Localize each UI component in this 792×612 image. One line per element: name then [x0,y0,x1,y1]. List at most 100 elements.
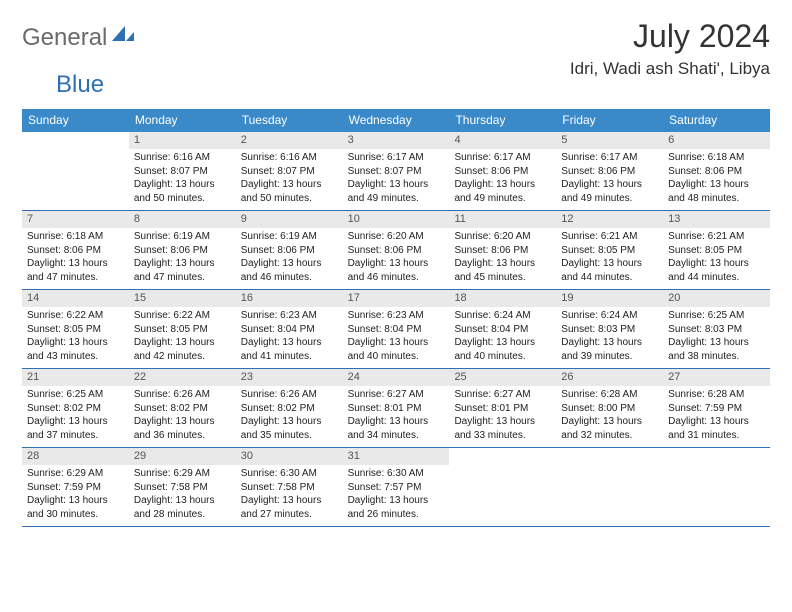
day-line: Sunrise: 6:27 AM [348,388,445,402]
day-line: Sunset: 7:59 PM [27,481,124,495]
day-line: Daylight: 13 hours [134,178,231,192]
day-line: Daylight: 13 hours [348,257,445,271]
day-number: 19 [556,290,663,307]
day-body: Sunrise: 6:18 AMSunset: 8:06 PMDaylight:… [663,149,770,209]
day-body: Sunrise: 6:21 AMSunset: 8:05 PMDaylight:… [663,228,770,288]
calendar-grid: SundayMondayTuesdayWednesdayThursdayFrid… [22,109,770,527]
day-line: Sunset: 8:02 PM [241,402,338,416]
day-body: Sunrise: 6:23 AMSunset: 8:04 PMDaylight:… [343,307,450,367]
day-line: Sunrise: 6:25 AM [27,388,124,402]
day-line: Daylight: 13 hours [27,257,124,271]
day-number [663,448,770,465]
day-number: 15 [129,290,236,307]
day-number: 12 [556,211,663,228]
day-line: Sunrise: 6:29 AM [27,467,124,481]
day-line: Sunrise: 6:28 AM [668,388,765,402]
day-line: Sunset: 8:06 PM [27,244,124,258]
day-body: Sunrise: 6:17 AMSunset: 8:06 PMDaylight:… [556,149,663,209]
day-line: Daylight: 13 hours [561,415,658,429]
day-line: Daylight: 13 hours [241,336,338,350]
day-line: Sunset: 8:06 PM [668,165,765,179]
day-line: Daylight: 13 hours [134,415,231,429]
day-number: 9 [236,211,343,228]
day-body: Sunrise: 6:17 AMSunset: 8:07 PMDaylight:… [343,149,450,209]
location-text: Idri, Wadi ash Shati', Libya [570,59,770,79]
day-number: 11 [449,211,556,228]
day-cell: 24Sunrise: 6:27 AMSunset: 8:01 PMDayligh… [343,369,450,447]
day-body: Sunrise: 6:30 AMSunset: 7:57 PMDaylight:… [343,465,450,525]
day-number: 2 [236,132,343,149]
day-line: Daylight: 13 hours [241,257,338,271]
day-number: 23 [236,369,343,386]
day-line: Daylight: 13 hours [454,415,551,429]
day-line: Sunset: 8:04 PM [348,323,445,337]
day-line: and 40 minutes. [348,350,445,364]
day-line: Sunset: 8:05 PM [668,244,765,258]
day-cell: 2Sunrise: 6:16 AMSunset: 8:07 PMDaylight… [236,132,343,210]
day-line: Daylight: 13 hours [348,494,445,508]
day-body [663,465,770,471]
day-cell: 29Sunrise: 6:29 AMSunset: 7:58 PMDayligh… [129,448,236,526]
day-body: Sunrise: 6:20 AMSunset: 8:06 PMDaylight:… [449,228,556,288]
day-line: Sunset: 8:05 PM [134,323,231,337]
day-line: Sunset: 8:06 PM [454,165,551,179]
day-line: and 27 minutes. [241,508,338,522]
day-line: and 43 minutes. [27,350,124,364]
day-line: and 46 minutes. [241,271,338,285]
weekday-header-row: SundayMondayTuesdayWednesdayThursdayFrid… [22,109,770,132]
day-cell [556,448,663,526]
day-body: Sunrise: 6:26 AMSunset: 8:02 PMDaylight:… [129,386,236,446]
day-line: Daylight: 13 hours [134,257,231,271]
day-line: Daylight: 13 hours [561,178,658,192]
day-line: Daylight: 13 hours [348,178,445,192]
day-line: Sunset: 7:59 PM [668,402,765,416]
day-body: Sunrise: 6:22 AMSunset: 8:05 PMDaylight:… [22,307,129,367]
day-cell: 11Sunrise: 6:20 AMSunset: 8:06 PMDayligh… [449,211,556,289]
logo-sail-icon [112,24,134,47]
day-body: Sunrise: 6:20 AMSunset: 8:06 PMDaylight:… [343,228,450,288]
day-line: Sunrise: 6:26 AM [134,388,231,402]
weekday-header-cell: Thursday [449,109,556,132]
day-number: 17 [343,290,450,307]
day-body: Sunrise: 6:19 AMSunset: 8:06 PMDaylight:… [236,228,343,288]
day-line: and 49 minutes. [561,192,658,206]
day-line: Daylight: 13 hours [561,336,658,350]
day-number: 29 [129,448,236,465]
day-line: Daylight: 13 hours [241,494,338,508]
day-line: Sunrise: 6:24 AM [454,309,551,323]
day-cell: 15 Sunrise: 6:22 AMSunset: 8:05 PMDayligh… [129,290,236,368]
day-line: Sunset: 8:07 PM [348,165,445,179]
day-number: 13 [663,211,770,228]
day-number [22,132,129,149]
day-cell: 6Sunrise: 6:18 AMSunset: 8:06 PMDaylight… [663,132,770,210]
day-line: Sunrise: 6:22 AM [134,309,231,323]
day-number: 7 [22,211,129,228]
day-body [449,465,556,471]
day-body: Sunrise: 6:16 AMSunset: 8:07 PMDaylight:… [236,149,343,209]
day-cell: 16Sunrise: 6:23 AMSunset: 8:04 PMDayligh… [236,290,343,368]
day-line: and 38 minutes. [668,350,765,364]
day-number: 25 [449,369,556,386]
day-body: Sunrise: 6:19 AMSunset: 8:06 PMDaylight:… [129,228,236,288]
day-line: Sunset: 8:04 PM [241,323,338,337]
day-line: Sunset: 8:02 PM [27,402,124,416]
day-cell: 19Sunrise: 6:24 AMSunset: 8:03 PMDayligh… [556,290,663,368]
weekday-header-cell: Saturday [663,109,770,132]
day-cell: 28Sunrise: 6:29 AMSunset: 7:59 PMDayligh… [22,448,129,526]
day-number: 14 [22,290,129,307]
day-body: Sunrise: 6:29 AMSunset: 7:58 PMDaylight:… [129,465,236,525]
day-cell: 4Sunrise: 6:17 AMSunset: 8:06 PMDaylight… [449,132,556,210]
title-block: July 2024 Idri, Wadi ash Shati', Libya [570,18,770,79]
day-number [449,448,556,465]
day-number: 18 [449,290,556,307]
day-line: Daylight: 13 hours [134,336,231,350]
day-number: 6 [663,132,770,149]
day-line: and 41 minutes. [241,350,338,364]
day-line: Sunset: 8:06 PM [454,244,551,258]
day-number: 22 [129,369,236,386]
day-line: and 31 minutes. [668,429,765,443]
day-line: and 45 minutes. [454,271,551,285]
day-line: Sunrise: 6:20 AM [348,230,445,244]
day-cell: 25Sunrise: 6:27 AMSunset: 8:01 PMDayligh… [449,369,556,447]
day-line: and 44 minutes. [668,271,765,285]
